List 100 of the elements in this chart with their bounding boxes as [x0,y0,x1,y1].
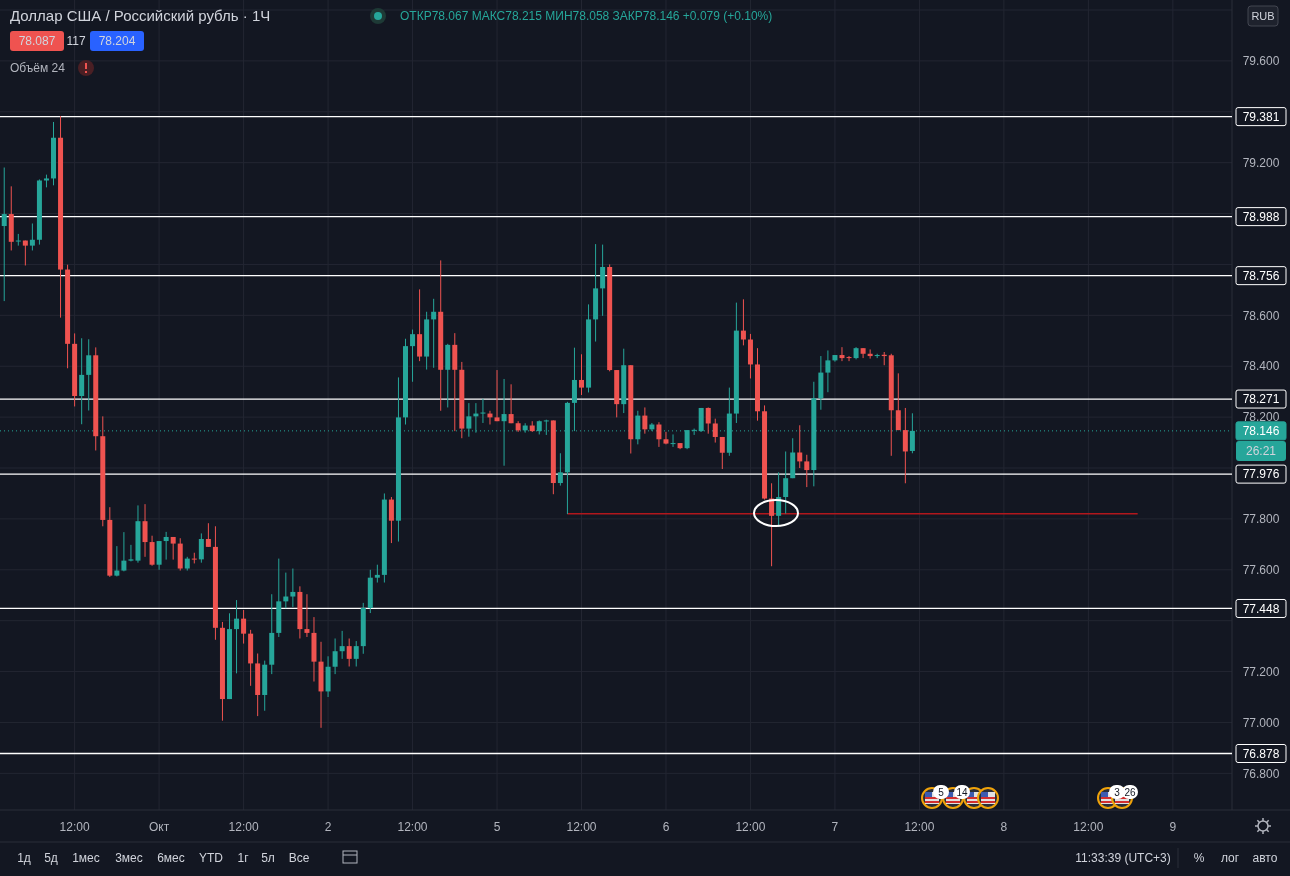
text: 1г [237,851,250,866]
candlestick [579,353,584,396]
y-tick-label: 77.600 [1242,563,1280,577]
x-tick-label: 5 [493,820,501,835]
candlestick [719,436,725,470]
candlestick [79,337,85,425]
candlestick [466,402,472,438]
text: 5л [261,851,275,866]
candlestick [797,424,803,469]
ref-line-label: 78.756 [1242,268,1280,283]
candlestick [895,372,901,431]
candlestick [290,568,296,608]
y-tick-label: 77.000 [1242,715,1280,730]
ref-line-label: 77.448 [1242,601,1280,616]
x-tick-label: 2 [324,820,332,835]
candlestick [114,545,120,577]
candlestick [740,298,746,346]
candlestick [128,544,134,562]
candlestick [346,638,352,667]
candlestick [198,532,204,564]
candlestick [15,233,21,247]
y-tick-label: 77.800 [1242,512,1280,527]
x-tick-label: 12:00 [904,820,935,835]
candlestick [234,599,240,674]
candlestick [804,454,810,488]
candlestick [846,355,852,362]
x-tick-label: 12:00 [1073,820,1104,835]
candlestick [410,329,416,383]
text: YTD [199,851,224,866]
candlestick [339,630,345,660]
text: 26:21 [1245,444,1277,459]
annotation: 3 [1114,786,1121,798]
chart-title: Доллар США / Российский рубль · 1Ч [10,7,271,25]
ref-line-label: 78.988 [1242,209,1280,224]
text: лог [1220,851,1240,866]
candlestick [22,240,28,266]
candlestick [902,407,908,484]
x-tick-label: 12:00 [566,820,597,835]
candlestick [839,346,845,362]
candlestick [149,535,155,567]
x-tick-label: 12:00 [735,820,766,835]
text: 3мес [115,851,143,866]
ref-line-label: 77.976 [1242,467,1280,482]
annotation: 14 [956,786,968,798]
text: 11:33:39 (UTC+3) [1075,851,1171,866]
x-tick-label: 12:00 [228,820,259,835]
x-tick-label: 9 [1169,820,1177,835]
ref-line-label: 78.146 [1242,424,1280,439]
candlestick [776,471,782,528]
candlestick [205,522,211,548]
candlestick [494,369,500,422]
x-tick-label: 12:00 [397,820,428,835]
text: Все [288,851,310,866]
candlestick [388,496,394,544]
candlestick [867,348,873,360]
y-tick-label: 78.600 [1242,308,1280,323]
candlestick [332,638,338,675]
annotation: 78.204 [98,34,136,49]
x-tick-label: 8 [1000,820,1008,835]
y-tick-label: 77.200 [1242,664,1280,679]
chart-subtitle: ОТКР78.067 МАКС78.215 МИН78.058 ЗАКР78.146 +0.079 (+0.10%) [400,9,773,24]
annotation: 26 [1124,786,1136,798]
candlestick [557,452,563,487]
x-tick-label: Окт [148,820,170,835]
annotation: 117 [66,34,86,49]
text: 1д [17,851,31,866]
x-tick-label: 7 [831,820,839,835]
text: авто [1252,851,1278,866]
y-tick-label: 79.600 [1242,54,1280,69]
candlestick [417,288,423,362]
candlestick [29,222,35,251]
candlestick [656,421,662,448]
candlestick [642,406,648,435]
candlestick [353,640,359,667]
y-tick-label: 76.800 [1242,766,1280,781]
x-tick-label: 6 [662,820,670,835]
text: 1мес [72,851,100,866]
text: % [1193,851,1205,866]
y-tick-label: 78.400 [1242,359,1280,374]
candlestick [86,338,92,412]
ref-line-label: 76.878 [1242,746,1280,761]
candlestick [600,244,606,317]
candlestick [163,531,169,561]
candlestick [480,398,486,424]
candlestick [712,418,718,444]
y-tick-label: 78.200 [1242,410,1280,425]
text: 6мес [157,851,185,866]
candlestick [670,433,676,448]
candlestick [501,378,507,467]
annotation: 5 [938,786,945,798]
candlestick [705,406,711,435]
candlestick [825,349,831,393]
candlestick [508,383,514,424]
text: 5д [44,851,58,866]
candlestick [142,503,148,558]
candlestick [156,540,162,571]
candlestick [121,531,127,572]
candlestick [663,431,669,445]
candlestick [241,609,247,645]
ref-line-label: 78.271 [1242,392,1280,407]
